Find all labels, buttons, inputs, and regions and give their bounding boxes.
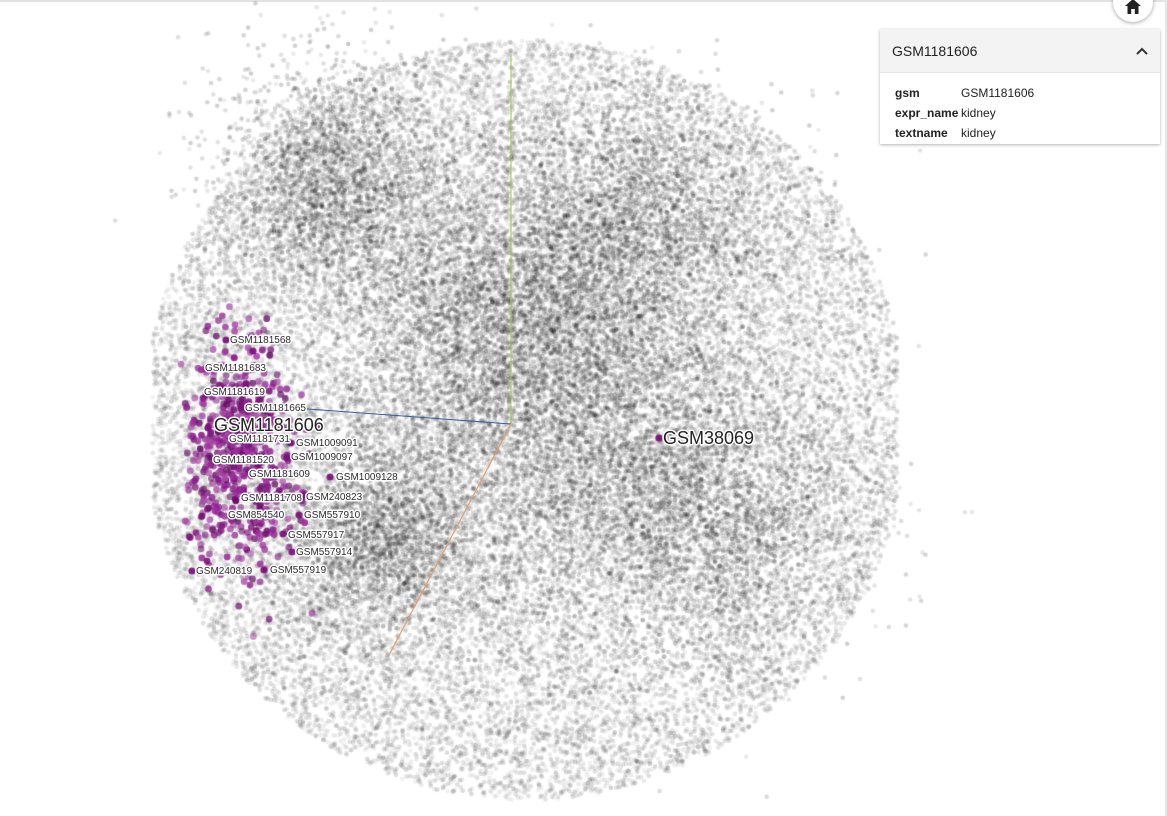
prop-key: expr_name [895,106,959,120]
home-button[interactable] [1113,0,1153,22]
info-panel-header[interactable]: GSM1181606 [880,29,1160,73]
prop-value: kidney [961,126,996,140]
info-panel-body: gsm GSM1181606 expr_name kidney textname… [880,73,1160,153]
prop-row-expr-name: expr_name kidney [895,103,1145,123]
prop-row-textname: textname kidney [895,123,1145,143]
prop-key: gsm [895,86,920,100]
prop-value: GSM1181606 [961,86,1035,100]
info-panel: GSM1181606 gsm GSM1181606 expr_name kidn… [880,29,1160,144]
chevron-up-icon[interactable] [1136,47,1148,55]
prop-key: textname [895,126,948,140]
info-panel-title: GSM1181606 [892,42,978,59]
prop-value: kidney [961,106,996,120]
prop-row-gsm: gsm GSM1181606 [895,83,1145,103]
home-icon [1125,0,1141,14]
